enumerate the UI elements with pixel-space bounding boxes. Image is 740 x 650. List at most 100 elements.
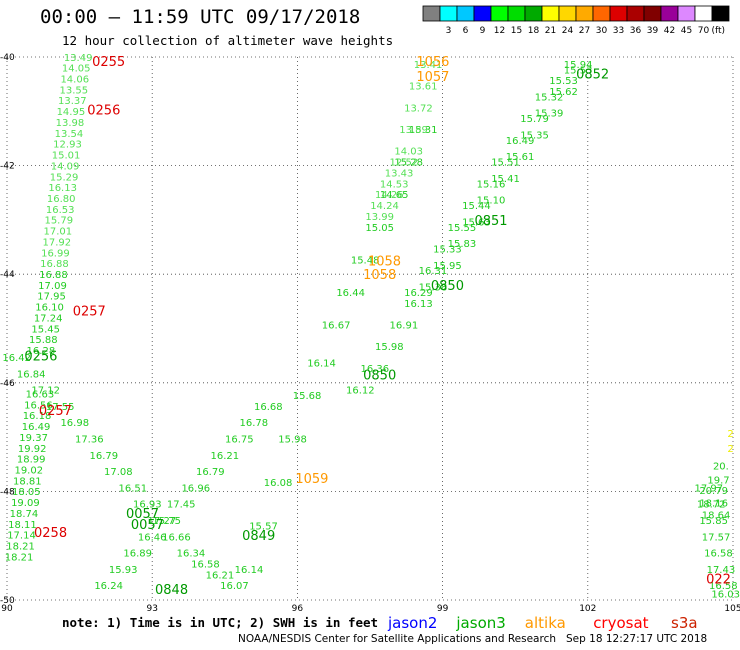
x-tick-label: 93 — [146, 604, 157, 612]
wave-height-value: 16.84 — [17, 369, 46, 380]
wave-height-value: 15.83 — [448, 239, 477, 250]
wave-height-value: 17.24 — [34, 313, 63, 324]
colorbar-label: 42 — [664, 26, 675, 35]
wave-height-value: 15.35 — [520, 130, 549, 141]
wave-height-value: 15.61 — [506, 152, 535, 163]
wave-height-value: 15.98 — [375, 342, 404, 353]
wave-height-value: 16.79 — [89, 451, 118, 462]
wave-height-value: 15.57 — [249, 521, 278, 532]
wave-height-value: 13.89 — [399, 125, 428, 136]
wave-height-value: 16.12 — [346, 386, 375, 397]
wave-height-value: 14.05 — [62, 64, 91, 75]
wave-height-value: 16.49 — [506, 136, 535, 147]
wave-height-value: 16.14 — [235, 565, 264, 576]
x-tick-label: 90 — [1, 604, 13, 612]
wave-height-value: 20. — [713, 462, 729, 473]
time-label: 0849 — [242, 529, 275, 544]
wave-height-value: 13.55 — [59, 85, 88, 96]
wave-height-value: 15.62 — [549, 87, 578, 98]
wave-height-value: 16.49 — [22, 422, 51, 433]
footer: NOAA/NESDIS Center for Satellite Applica… — [238, 633, 707, 645]
wave-height-value: 17.27 — [148, 516, 177, 527]
y-tick-label: -48 — [0, 487, 15, 497]
wave-height-value: 15.45 — [31, 324, 60, 335]
wave-height-value: 17.95 — [37, 292, 66, 303]
colorbar-unit: (ft) — [711, 26, 725, 35]
wave-height-value: 18.74 — [10, 509, 39, 520]
wave-height-value: 19.37 — [19, 433, 48, 444]
wave-height-value: 16.68 — [254, 402, 283, 413]
time-label: 0057 — [126, 507, 159, 522]
wave-height-value: 16.89 — [123, 549, 152, 560]
wave-height-value: 16.18 — [23, 411, 52, 422]
wave-height-value: 16.21 — [206, 570, 235, 581]
footer-credit: NOAA/NESDIS Center for Satellite Applica… — [238, 633, 556, 645]
wave-height-value: 16.63 — [26, 389, 55, 400]
wave-height-value: 18.11 — [8, 520, 37, 531]
time-label: 1058 — [368, 255, 401, 270]
wave-height-value: 17.01 — [43, 227, 72, 238]
wave-height-value: 17.08 — [104, 467, 133, 478]
wave-height-value: 17.09 — [38, 281, 67, 292]
wave-height-value: 16.28 — [27, 346, 56, 357]
time-label: 0057 — [131, 518, 164, 533]
time-label: 0256 — [24, 350, 57, 365]
colorbar-label: 24 — [562, 26, 574, 35]
time-label: 1057 — [416, 70, 449, 85]
satellite-jason3-label: jason3 — [455, 614, 505, 632]
colorbar-label: 9 — [480, 26, 486, 35]
colorbar-label: 70 — [698, 26, 710, 35]
wave-height-value: 14.09 — [51, 161, 80, 172]
wave-height-value: 15.53 — [549, 76, 578, 87]
wave-height-value: 16.51 — [119, 483, 148, 494]
colorbar-label: 30 — [596, 26, 608, 35]
wave-height-value: 13.49 — [64, 53, 93, 64]
wave-height-value: 16.31 — [419, 266, 448, 277]
wave-height-value: 16.88 — [40, 259, 69, 270]
wave-height-value: 16.36 — [361, 364, 390, 375]
wave-height-value: 17.36 — [75, 435, 104, 446]
colorbar-label: 45 — [681, 26, 692, 35]
colorbar-legend: 3 6 9 12 15 18 21 24 27 30 33 36 39 42 45 70 (ft) — [422, 5, 730, 35]
wave-height-value: 15.53 — [564, 65, 593, 76]
wave-height-value: 18.99 — [17, 455, 46, 466]
wave-height-value: 17.43 — [707, 565, 736, 576]
wave-height-value: 15.88 — [29, 335, 58, 346]
wave-height-value: 16.96 — [181, 483, 210, 494]
wave-height-value: 18.05 — [12, 487, 41, 498]
wave-height-value: 16.46 — [138, 532, 167, 543]
y-tick-label: -50 — [0, 596, 15, 606]
wave-height-value: 18.64 — [702, 511, 731, 522]
footer-timestamp: Sep 18 12:27:17 UTC 2018 — [566, 633, 708, 645]
wave-height-value: 15.63 — [462, 217, 491, 228]
wave-height-value: 13.98 — [56, 118, 85, 129]
wave-height-value: 16.58 — [191, 559, 220, 570]
time-label: 0255 — [92, 55, 125, 70]
wave-height-value: 14.95 — [57, 107, 86, 118]
wave-height-value: 15.28 — [394, 158, 423, 169]
wave-height-value: 16.99 — [41, 248, 70, 259]
wave-height-value: 14.06 — [60, 75, 89, 86]
wave-height-value: 16.98 — [60, 418, 89, 429]
x-tick-label: 96 — [292, 604, 304, 612]
wave-height-value: 17.45 — [167, 500, 196, 511]
wave-height-value: 19.7 — [707, 475, 729, 486]
y-tick-label: -42 — [0, 162, 15, 172]
wave-height-value: 16.14 — [307, 359, 336, 370]
colorbar-label: 18 — [528, 26, 540, 35]
wave-height-value: 15.29 — [50, 172, 79, 183]
colorbar-label: 21 — [545, 26, 556, 35]
wave-height-value: 14.26 — [375, 190, 404, 201]
wave-height-value: 15.01 — [52, 151, 81, 162]
wave-height-value: 15.51 — [491, 158, 520, 169]
wave-height-value: 15.48 — [351, 255, 380, 266]
wave-height-value: 16.91 — [390, 321, 419, 332]
wave-height-value: 16.53 — [46, 205, 75, 216]
wave-height-value: 19.02 — [14, 465, 43, 476]
time-label: 0256 — [87, 104, 120, 119]
note-text: note: 1) Time is in UTC; 2) SWH is in fe… — [62, 615, 378, 630]
wave-height-value: 12.93 — [53, 140, 82, 151]
wave-height-value: 16.34 — [177, 549, 206, 560]
x-tick-label: 102 — [579, 604, 596, 612]
wave-height-value: 14.03 — [394, 147, 423, 158]
